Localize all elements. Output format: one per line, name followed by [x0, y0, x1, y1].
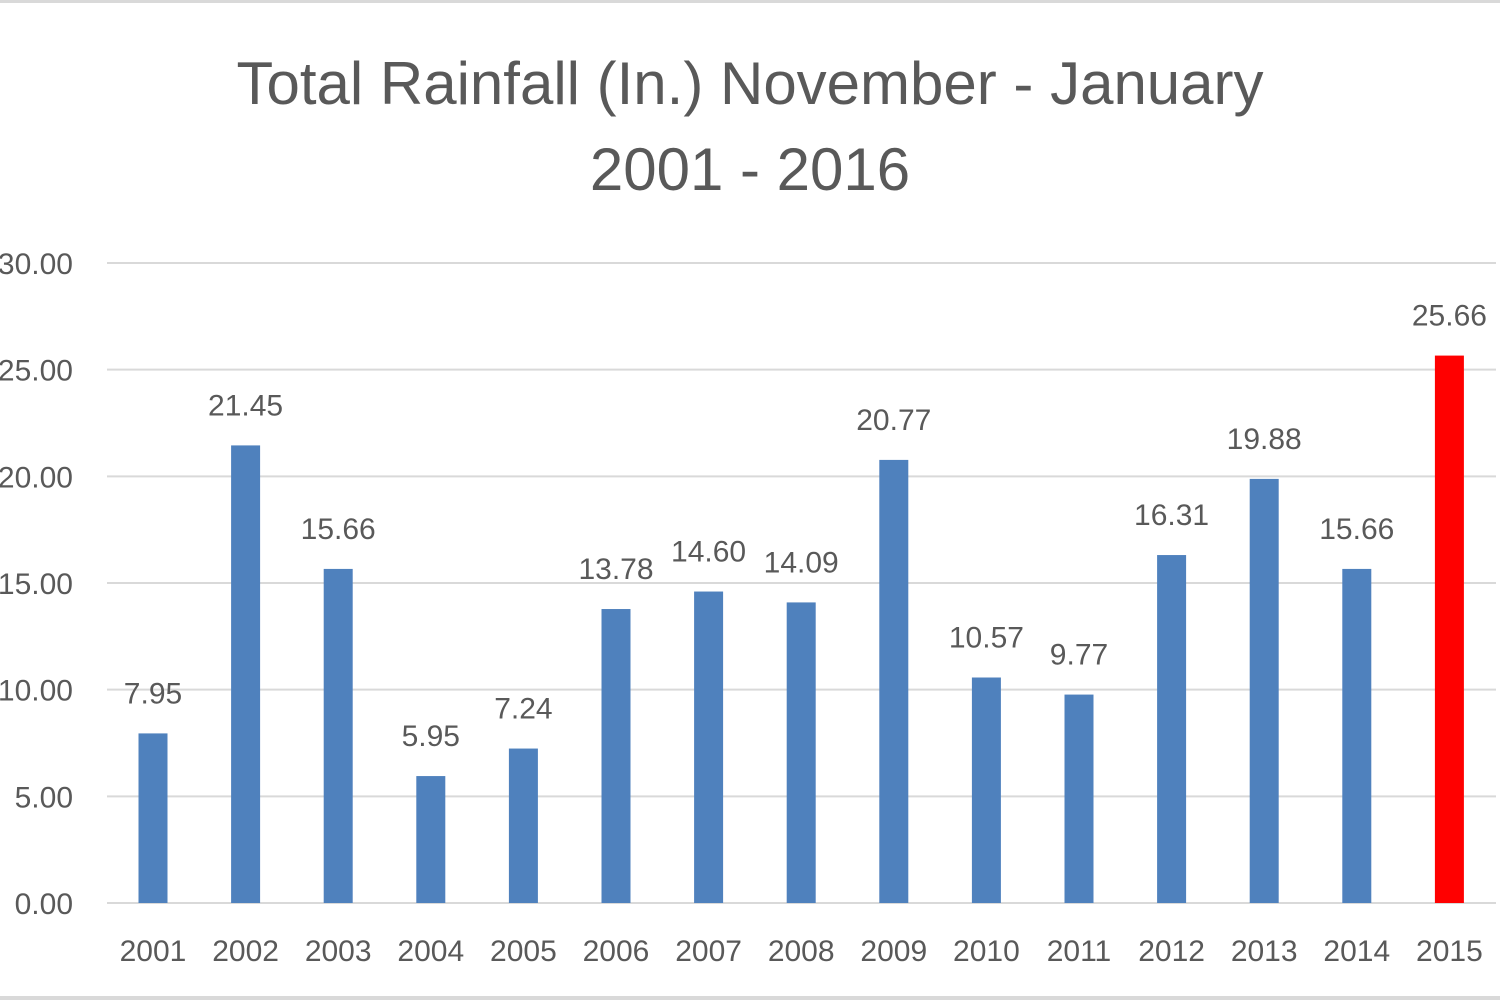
y-tick-label: 20.00	[0, 461, 73, 494]
bar-2015	[1434, 355, 1464, 903]
x-tick-label-2001: 2001	[120, 935, 187, 968]
x-tick-label-2003: 2003	[305, 935, 372, 968]
y-tick-label: 15.00	[0, 568, 73, 601]
chart-title-line-2: 2001 - 2016	[589, 136, 911, 203]
bar-2010	[971, 677, 1001, 903]
data-label-2004: 5.95	[402, 720, 460, 753]
x-tick-label-2013: 2013	[1231, 935, 1298, 968]
data-label-2015: 25.66	[1412, 300, 1487, 333]
bar-2003	[323, 568, 353, 903]
data-label-2010: 10.57	[949, 622, 1024, 655]
x-tick-label-2009: 2009	[860, 935, 927, 968]
bar-2007	[694, 591, 724, 903]
x-tick-label-2007: 2007	[675, 935, 742, 968]
x-axis-labels: 2001 2002 2003 2004 2005 2006 2007 2008 2009 2010…	[120, 935, 1483, 968]
bar-2005	[508, 748, 538, 903]
x-tick-label-2002: 2002	[212, 935, 279, 968]
data-label-2014: 15.66	[1319, 513, 1394, 546]
chart-title-line-1: Total Rainfall (In.) November - January	[236, 50, 1264, 117]
data-label-2005: 7.24	[494, 693, 552, 726]
data-label-2008: 14.09	[764, 546, 839, 579]
bars	[138, 355, 1464, 903]
bar-2014	[1342, 568, 1372, 903]
x-tick-label-2010: 2010	[953, 935, 1020, 968]
y-tick-label: 5.00	[15, 781, 73, 814]
y-tick-label: 30.00	[0, 248, 73, 281]
data-label-2003: 15.66	[301, 513, 376, 546]
x-tick-label-2015: 2015	[1416, 935, 1483, 968]
data-label-2009: 20.77	[856, 404, 931, 437]
chart-title: Total Rainfall (In.) November - January …	[0, 41, 1500, 213]
x-tick-label-2006: 2006	[583, 935, 650, 968]
bar-2001	[138, 733, 168, 903]
y-tick-label: 0.00	[15, 888, 73, 921]
y-axis-tick-labels: 0.00 5.00 10.00 15.00 20.00 25.00 30.00	[0, 248, 73, 921]
x-tick-label-2014: 2014	[1323, 935, 1390, 968]
x-tick-label-2004: 2004	[397, 935, 464, 968]
bar-2006	[601, 609, 631, 903]
x-tick-label-2005: 2005	[490, 935, 557, 968]
bar-2009	[879, 459, 909, 903]
y-tick-label: 25.00	[0, 355, 73, 388]
data-label-2011: 9.77	[1050, 639, 1108, 672]
data-labels: 7.95 21.45 15.66 5.95 7.24 13.78 14.60 14.09 20.…	[124, 300, 1487, 753]
data-label-2013: 19.88	[1227, 423, 1302, 456]
data-label-2006: 13.78	[578, 553, 653, 586]
data-label-2001: 7.95	[124, 677, 182, 710]
bar-2008	[786, 602, 816, 903]
bar-2002	[231, 445, 261, 903]
bar-2011	[1064, 694, 1094, 903]
bar-2012	[1157, 555, 1187, 903]
x-tick-label-2008: 2008	[768, 935, 835, 968]
data-label-2002: 21.45	[208, 389, 283, 422]
data-label-2007: 14.60	[671, 536, 746, 569]
bar-2013	[1249, 478, 1279, 903]
x-tick-label-2012: 2012	[1138, 935, 1205, 968]
data-label-2012: 16.31	[1134, 499, 1209, 532]
x-tick-label-2011: 2011	[1047, 935, 1112, 968]
y-tick-label: 10.00	[0, 675, 73, 708]
bar-2004	[416, 776, 446, 903]
